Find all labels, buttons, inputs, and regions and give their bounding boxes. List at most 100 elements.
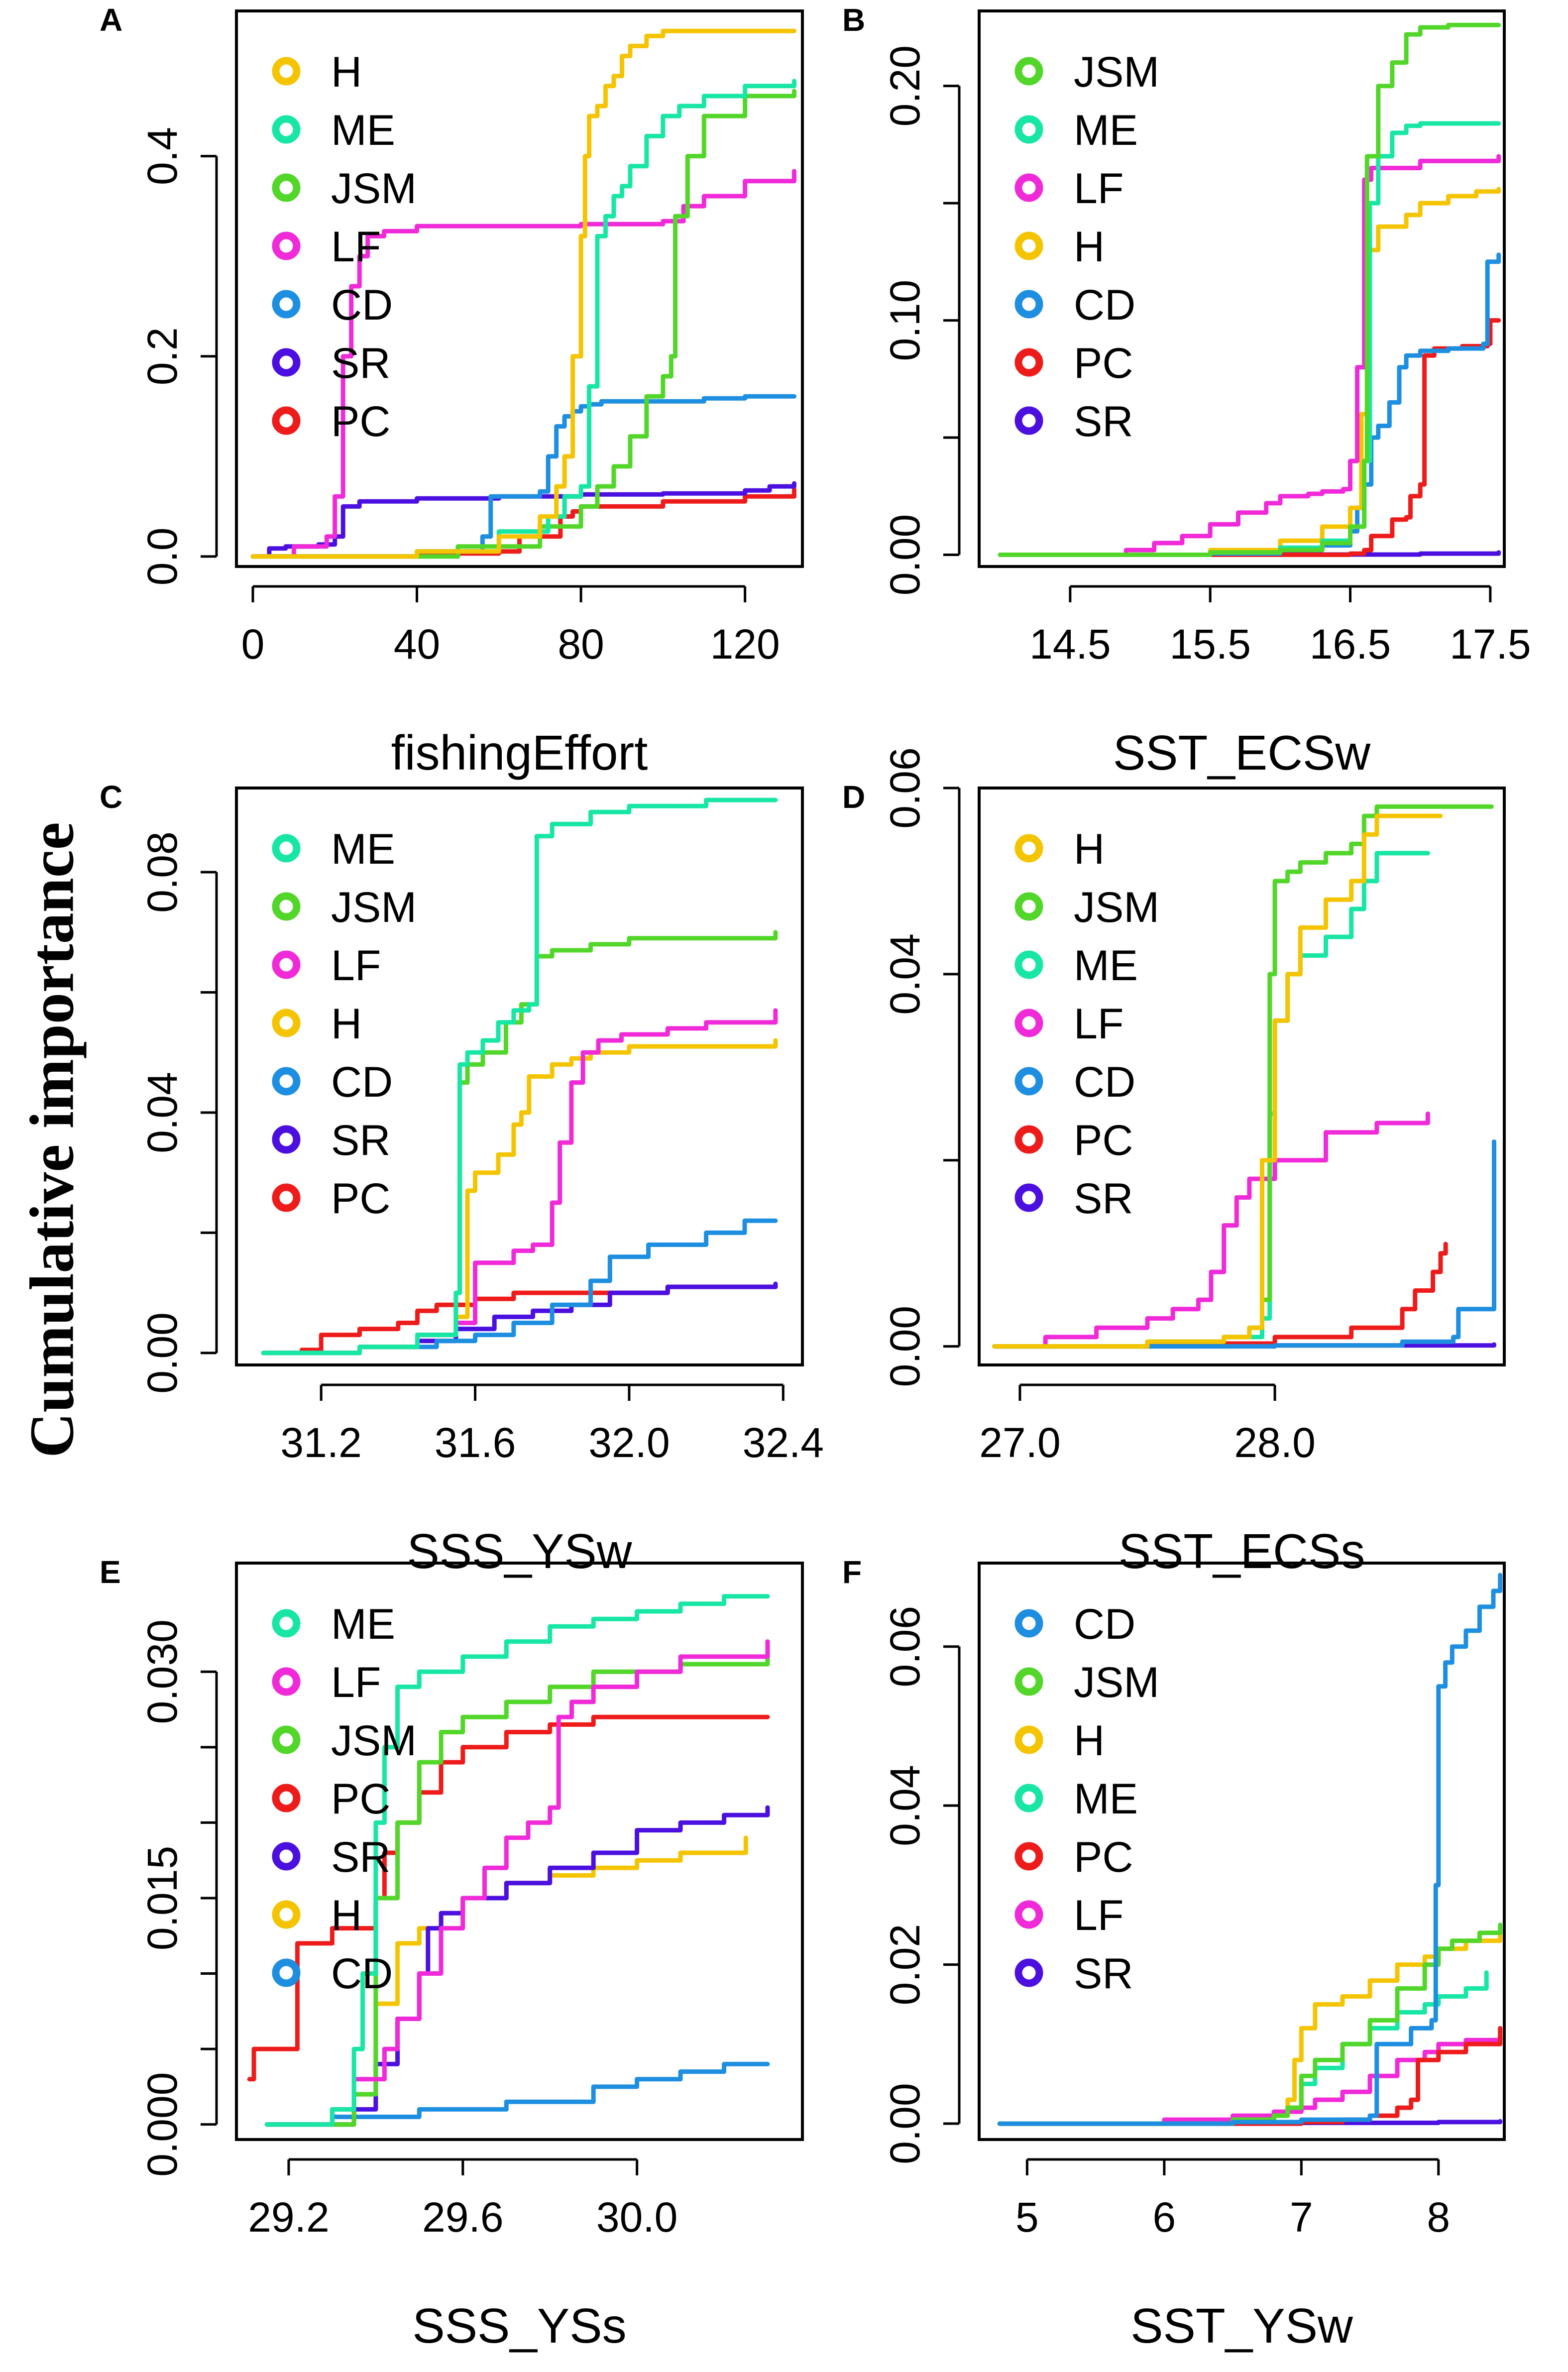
legend-marker-b-h — [1014, 231, 1043, 260]
legend-marker-d-cd — [1014, 1067, 1043, 1096]
y-tick-label-f: 0.04 — [882, 1765, 928, 1846]
legend-marker-e-me — [272, 1609, 301, 1638]
legend-marker-a-cd — [272, 290, 301, 319]
y-tick-label-f: 0.06 — [882, 1606, 928, 1688]
x-tick-label-a: 120 — [710, 621, 780, 668]
plot-frame-a — [235, 9, 804, 568]
series-line-a-jsm — [250, 89, 796, 559]
y-tick-label-e: 0.000 — [139, 2072, 186, 2177]
x-axis-title-f: SST_YSw — [1130, 2298, 1353, 2353]
y-tick-label-c: 0.00 — [139, 1312, 186, 1394]
legend-marker-e-lf — [272, 1667, 301, 1696]
legend-marker-b-jsm — [1014, 57, 1043, 86]
y-tick-label-f: 0.00 — [882, 2083, 928, 2164]
y-tick-label-d: 0.04 — [882, 933, 928, 1015]
legend-marker-c-jsm — [272, 892, 301, 921]
series-line-e-me — [264, 1594, 770, 2127]
series-line-e-lf — [264, 1639, 770, 2127]
y-tick-label-d: 0.00 — [882, 1306, 928, 1387]
y-tick-label-b: 0.20 — [882, 45, 928, 127]
legend-label-e-sr: SR — [331, 1833, 390, 1881]
legend-marker-c-sr — [272, 1125, 301, 1154]
legend-marker-d-sr — [1014, 1183, 1043, 1212]
legend-label-b-sr: SR — [1074, 398, 1133, 446]
legend-d: H JSM ME LF CD PC SR — [1014, 825, 1159, 1223]
legend-label-d-lf: LF — [1074, 1000, 1123, 1048]
legend-marker-f-cd — [1014, 1609, 1043, 1638]
panel-e: E 0.000 0.015 0.030 29.2 29.6 30.0 SSS_YSs ME LF J… — [100, 1554, 804, 2353]
legend-marker-b-pc — [1014, 348, 1043, 377]
x-tick-label-b: 15.5 — [1169, 621, 1251, 668]
legend-marker-f-pc — [1014, 1842, 1043, 1871]
plot-frame-e — [235, 1562, 804, 2141]
legend-label-b-me: ME — [1074, 107, 1138, 154]
legend-label-d-jsm: JSM — [1074, 884, 1159, 931]
plot-frame-b — [978, 9, 1506, 568]
legend-marker-e-jsm — [272, 1725, 301, 1754]
panel-letter-e: E — [100, 1554, 121, 1590]
legend-marker-d-h — [1014, 834, 1043, 863]
legend-label-e-h: H — [331, 1892, 362, 1939]
legend-label-e-lf: LF — [331, 1659, 381, 1706]
legend-label-b-h: H — [1074, 223, 1105, 271]
panel-c: C 0.00 0.04 0.08 31.2 31.6 32.0 32.4 SSS_YSw ME JS… — [100, 779, 824, 1579]
series-line-f-lf — [997, 2033, 1503, 2126]
legend-marker-f-jsm — [1014, 1667, 1043, 1696]
x-tick-label-d: 27.0 — [979, 1419, 1061, 1466]
x-tick-label-f: 6 — [1153, 2194, 1176, 2241]
x-tick-label-b: 14.5 — [1029, 621, 1111, 668]
panel-letter-f: F — [842, 1554, 862, 1590]
legend-label-f-me: ME — [1074, 1775, 1138, 1823]
panel-b: B 0.00 0.10 0.20 14.5 15.5 16.5 17.5 SST_ECSw JSM… — [842, 2, 1531, 780]
series-line-d-pc — [992, 1242, 1448, 1349]
legend-marker-d-lf — [1014, 1009, 1043, 1037]
legend-label-f-h: H — [1074, 1717, 1105, 1765]
y-tick-label-d: 0.06 — [882, 747, 928, 829]
y-tick-label-a: 0.2 — [139, 327, 186, 385]
x-tick-label-b: 16.5 — [1310, 621, 1391, 668]
legend-marker-b-cd — [1014, 290, 1043, 319]
legend-label-d-pc: PC — [1074, 1117, 1133, 1164]
panel-a: A 0.0 0.2 0.4 0 40 80 120 fishingEffort H ME JSM LF C… — [100, 2, 804, 780]
legend-label-e-jsm: JSM — [331, 1717, 417, 1765]
series-line-f-jsm — [997, 1922, 1503, 2126]
x-axis-title-d: SST_ECSs — [1119, 1524, 1365, 1579]
legend-label-f-cd: CD — [1074, 1600, 1135, 1648]
legend-label-c-lf: LF — [331, 942, 381, 990]
series-line-d-lf — [992, 1111, 1430, 1349]
series-group-a — [250, 28, 796, 559]
y-axis-label: Cumulative importance — [18, 822, 87, 1458]
legend-marker-a-lf — [272, 231, 301, 260]
x-tick-label-c: 32.4 — [743, 1419, 824, 1466]
legend-marker-a-sr — [272, 348, 301, 377]
x-axis-title-c: SSS_YSw — [407, 1524, 632, 1579]
y-tick-label-f: 0.02 — [882, 1924, 928, 2006]
legend-marker-a-me — [272, 115, 301, 144]
legend-label-a-h: H — [331, 48, 362, 96]
legend-label-c-pc: PC — [331, 1175, 390, 1223]
legend-marker-b-lf — [1014, 173, 1043, 202]
legend-b: JSM ME LF H CD PC SR — [1014, 48, 1159, 446]
legend-label-a-pc: PC — [331, 398, 390, 446]
legend-label-c-cd: CD — [331, 1058, 393, 1106]
plot-frame-f — [978, 1562, 1506, 2141]
series-line-e-cd — [264, 2061, 770, 2127]
legend-label-f-sr: SR — [1074, 1950, 1133, 1998]
panel-letter-a: A — [100, 2, 122, 38]
series-line-d-h — [992, 813, 1443, 1349]
legend-marker-c-pc — [272, 1183, 301, 1212]
legend-label-b-jsm: JSM — [1074, 48, 1159, 96]
legend-label-e-me: ME — [331, 1600, 395, 1648]
legend-label-d-sr: SR — [1074, 1175, 1133, 1223]
legend-label-f-lf: LF — [1074, 1892, 1123, 1939]
series-line-c-me — [261, 797, 778, 1355]
panel-f: F 0.00 0.02 0.04 0.06 5 6 7 8 SST_YSw CD JSM H ME PC LF… — [842, 1554, 1506, 2353]
legend-marker-a-pc — [272, 406, 301, 435]
panel-letter-b: B — [842, 2, 865, 38]
y-tick-label-a: 0.4 — [139, 127, 186, 185]
legend-label-d-cd: CD — [1074, 1058, 1135, 1106]
series-group-d — [992, 804, 1496, 1349]
y-tick-label-b: 0.10 — [882, 280, 928, 361]
legend-label-c-jsm: JSM — [331, 884, 417, 931]
series-line-a-lf — [250, 169, 796, 559]
